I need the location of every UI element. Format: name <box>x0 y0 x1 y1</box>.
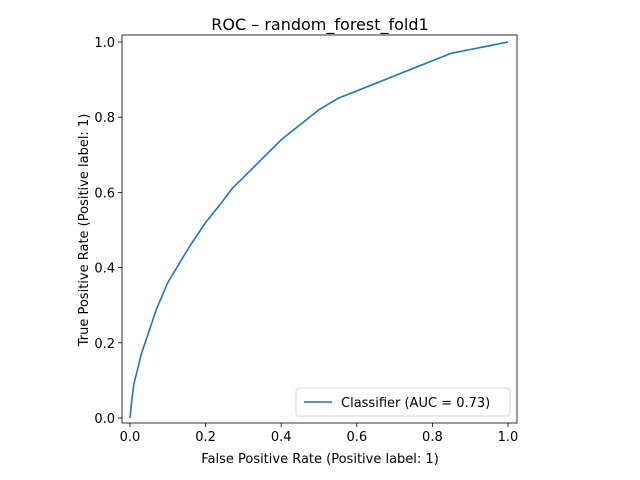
y-tick-label: 1.0 <box>94 36 115 51</box>
roc-curve-line <box>130 42 508 418</box>
y-tick-label: 0.8 <box>94 111 115 126</box>
x-tick-label: 0.0 <box>120 430 141 445</box>
x-tick-label: 0.2 <box>195 430 216 445</box>
x-tick-label: 0.4 <box>271 430 292 445</box>
x-tick-label: 0.8 <box>422 430 443 445</box>
y-axis-ticks: 0.0 0.2 0.4 0.6 0.8 1.0 <box>94 36 122 427</box>
x-axis-label: False Positive Rate (Positive label: 1) <box>201 452 439 467</box>
x-axis-ticks: 0.0 0.2 0.4 0.6 0.8 1.0 <box>120 423 519 445</box>
legend-label: Classifier (AUC = 0.73) <box>341 396 490 411</box>
x-tick-label: 1.0 <box>498 430 519 445</box>
chart-title: ROC – random_forest_fold1 <box>211 15 428 35</box>
y-tick-label: 0.0 <box>94 412 115 427</box>
y-tick-label: 0.6 <box>94 186 115 201</box>
plot-frame <box>122 35 517 423</box>
x-tick-label: 0.6 <box>346 430 367 445</box>
y-tick-label: 0.2 <box>94 337 115 352</box>
y-axis-label: True Positive Rate (Positive label: 1) <box>77 114 92 348</box>
legend: Classifier (AUC = 0.73) <box>296 388 510 416</box>
y-tick-label: 0.4 <box>94 262 115 277</box>
series-layer <box>130 42 508 418</box>
